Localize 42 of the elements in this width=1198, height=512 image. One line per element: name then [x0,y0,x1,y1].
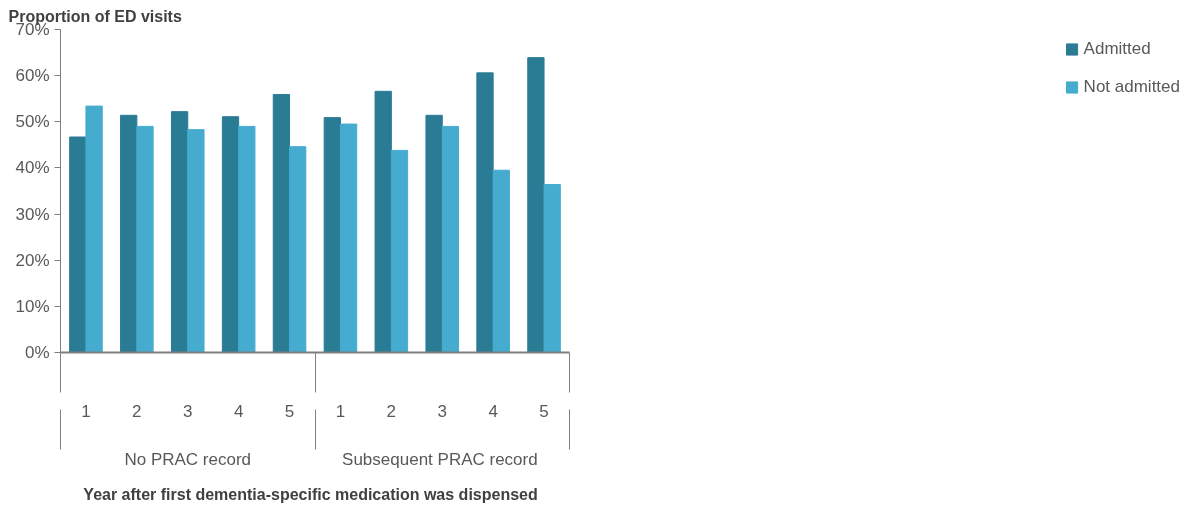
bar [69,136,87,353]
bar [187,129,205,353]
x-tick-label: 5 [539,401,549,421]
y-tick-label: 10% [15,296,50,316]
x-tick-label: 2 [386,401,397,421]
y-tick-label: 30% [15,204,50,224]
y-tick-label: 40% [15,158,50,178]
x-tick-label: 3 [183,401,193,421]
bar [120,114,138,353]
bar [492,169,510,353]
y-tick-label: 20% [15,250,50,270]
bar [170,111,189,353]
bar [272,94,291,353]
x-tick-label: 1 [81,401,91,421]
x-tick-label: 1 [335,401,346,421]
bar [527,57,545,353]
x-tick-label: 4 [233,401,244,421]
y-tick-label: 50% [15,112,50,132]
y-tick-label: 60% [15,66,50,86]
bar [289,146,307,353]
x-tick-label: 5 [284,401,295,421]
y-tick-label: 0% [24,343,50,362]
bar [136,125,154,353]
bar [390,149,409,353]
bar [543,184,561,353]
x-tick-label: 4 [488,401,498,421]
bar [374,90,392,353]
x-axis-title: Year after first dementia-specific medication was dispensed [83,485,538,503]
legend-label: Admitted [1083,39,1151,59]
bar [476,72,494,353]
text: Subsequent PRAC record [342,449,538,469]
bar [238,125,256,353]
bar [85,105,103,353]
x-tick-label: 2 [132,401,142,421]
x-tick-label: 3 [437,401,447,421]
bar [339,123,358,353]
bar [441,125,460,353]
bar [425,114,443,353]
text: No PRAC record [124,449,252,469]
bar [323,117,341,353]
bar [221,116,240,353]
legend-label: Not admitted [1083,77,1180,97]
